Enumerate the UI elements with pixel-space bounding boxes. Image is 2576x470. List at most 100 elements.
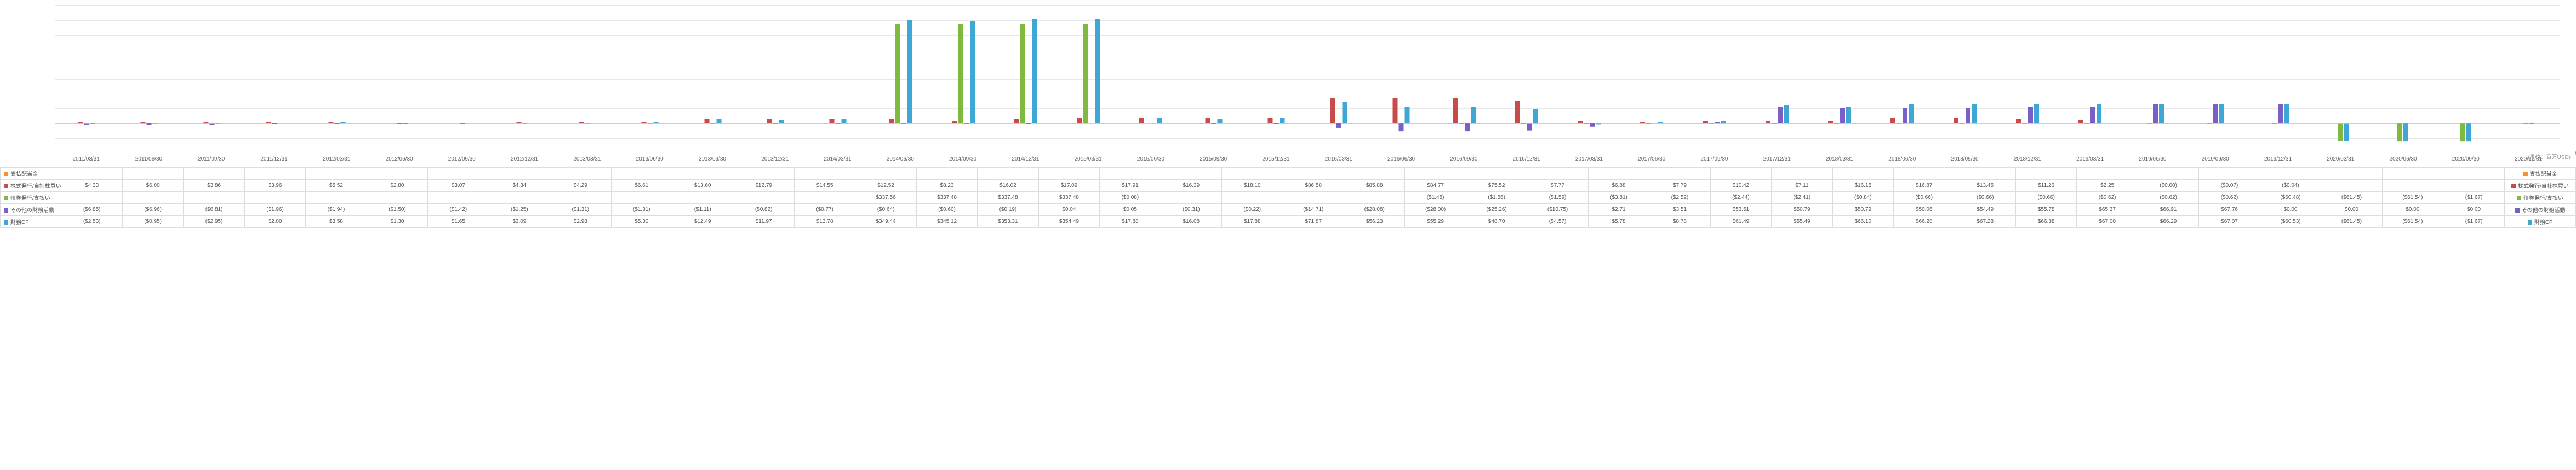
bar-other (1336, 123, 1341, 128)
data-cell: $86.58 (1283, 180, 1344, 192)
bar-other (1715, 122, 1720, 123)
data-cell: ($0.66) (1894, 192, 1955, 204)
data-cell (916, 168, 977, 180)
data-cell (306, 192, 367, 204)
data-cell: ($1.48) (1405, 192, 1466, 204)
data-cell: $5.30 (611, 216, 672, 228)
data-cell: $7.11 (1772, 180, 1832, 192)
data-cell: ($10.75) (1527, 204, 1588, 216)
bar-cf (1909, 104, 1914, 124)
bar-cf (1533, 109, 1538, 123)
x-tick-label: 2014/06/30 (869, 156, 932, 162)
data-cell: $2.71 (1588, 204, 1649, 216)
data-cell: $13.78 (794, 216, 855, 228)
bar-other (2278, 104, 2283, 124)
data-cell: ($0.00) (2138, 180, 2198, 192)
x-tick-label: 2015/03/31 (1057, 156, 1119, 162)
data-cell (2321, 168, 2382, 180)
data-cell: $337.48 (916, 192, 977, 204)
data-cell: $3.96 (244, 180, 305, 192)
data-cell: $67.07 (2199, 216, 2260, 228)
bar-cf (2159, 104, 2164, 123)
bar-other (1966, 108, 1970, 123)
x-tick-label: 2019/06/30 (2121, 156, 2184, 162)
x-tick-label: 2014/12/31 (994, 156, 1056, 162)
data-cell: $6.61 (611, 180, 672, 192)
bar-shares (767, 119, 772, 123)
data-cell: ($0.62) (2138, 192, 2198, 204)
data-cell: $3.09 (489, 216, 550, 228)
bar-cf (1658, 122, 1663, 123)
data-cell: $50.79 (1832, 204, 1893, 216)
data-cell: $66.28 (1894, 216, 1955, 228)
bar-debt (1709, 123, 1714, 124)
data-cell: $53.51 (1710, 204, 1771, 216)
bar-shares (203, 122, 208, 123)
data-cell: ($0.95) (122, 216, 183, 228)
data-cell: ($0.62) (2077, 192, 2138, 204)
bar-cf (2529, 123, 2534, 124)
bar-other (2213, 104, 2218, 123)
x-tick-label: 2018/03/31 (1808, 156, 1871, 162)
data-cell (2199, 168, 2260, 180)
data-cell: $7.79 (1649, 180, 1710, 192)
bar-shares (1578, 121, 1583, 123)
legend-swatch (4, 220, 8, 225)
data-cell: $3.58 (306, 216, 367, 228)
data-cell (489, 168, 550, 180)
data-cell: $4.34 (489, 180, 550, 192)
bar-cf (1721, 121, 1726, 123)
bar-shares (1077, 118, 1082, 123)
bar-other (1399, 123, 1404, 131)
bar-cf (1343, 102, 1347, 123)
x-tick-label: 2016/06/30 (1370, 156, 1432, 162)
x-tick-label: 2018/12/31 (1996, 156, 2059, 162)
bar-shares (1330, 98, 1335, 123)
data-cell: $50.06 (1894, 204, 1955, 216)
data-cell: ($1.94) (306, 204, 367, 216)
x-tick-label: 2019/09/30 (2184, 156, 2247, 162)
data-cell (1405, 168, 1466, 180)
bar-shares (454, 123, 459, 124)
bar-cf (907, 20, 912, 124)
data-cell: ($0.60) (916, 204, 977, 216)
data-cell: $12.79 (733, 180, 794, 192)
bar-cf (2219, 104, 2224, 123)
data-cell (306, 168, 367, 180)
bar-other (585, 123, 590, 124)
bar-debt (2460, 123, 2465, 141)
data-cell: ($0.77) (794, 204, 855, 216)
bar-other (147, 123, 152, 125)
bar-shares (1014, 119, 1019, 124)
bar-debt (1646, 123, 1651, 124)
x-tick-label: 2019/03/31 (2059, 156, 2121, 162)
x-tick-label: 2018/09/30 (1933, 156, 1996, 162)
bar-other (1778, 107, 1783, 123)
data-cell (672, 168, 733, 180)
data-cell: ($0.82) (733, 204, 794, 216)
data-cell: ($1.67) (2443, 216, 2505, 228)
data-cell: $6.88 (1588, 180, 1649, 192)
data-cell: $54.49 (1955, 204, 2015, 216)
data-cell: $3.07 (428, 180, 489, 192)
data-cell (2382, 180, 2443, 192)
bar-shares (1828, 121, 1833, 123)
bar-cf (1032, 19, 1037, 123)
data-cell (1283, 192, 1344, 204)
data-cell: $0.00 (2321, 204, 2382, 216)
x-tick-label: 2014/03/31 (806, 156, 869, 162)
x-tick-label: 2020/06/30 (2372, 156, 2434, 162)
bar-cf (2403, 123, 2408, 141)
data-cell (122, 168, 183, 180)
data-cell: $14.55 (794, 180, 855, 192)
x-tick-label: 2011/03/31 (55, 156, 117, 162)
bar-other (2090, 107, 2095, 123)
data-cell: ($1.31) (611, 204, 672, 216)
data-cell (1772, 168, 1832, 180)
bar-shares (1954, 118, 1958, 123)
data-cell: ($0.08) (1100, 192, 1161, 204)
data-cell: $75.52 (1466, 180, 1527, 192)
chart-area: ($100)($50)$0$50$100$150$200$250$300$350… (55, 5, 2560, 153)
data-cell (489, 192, 550, 204)
x-tick-label: 2013/12/31 (744, 156, 806, 162)
